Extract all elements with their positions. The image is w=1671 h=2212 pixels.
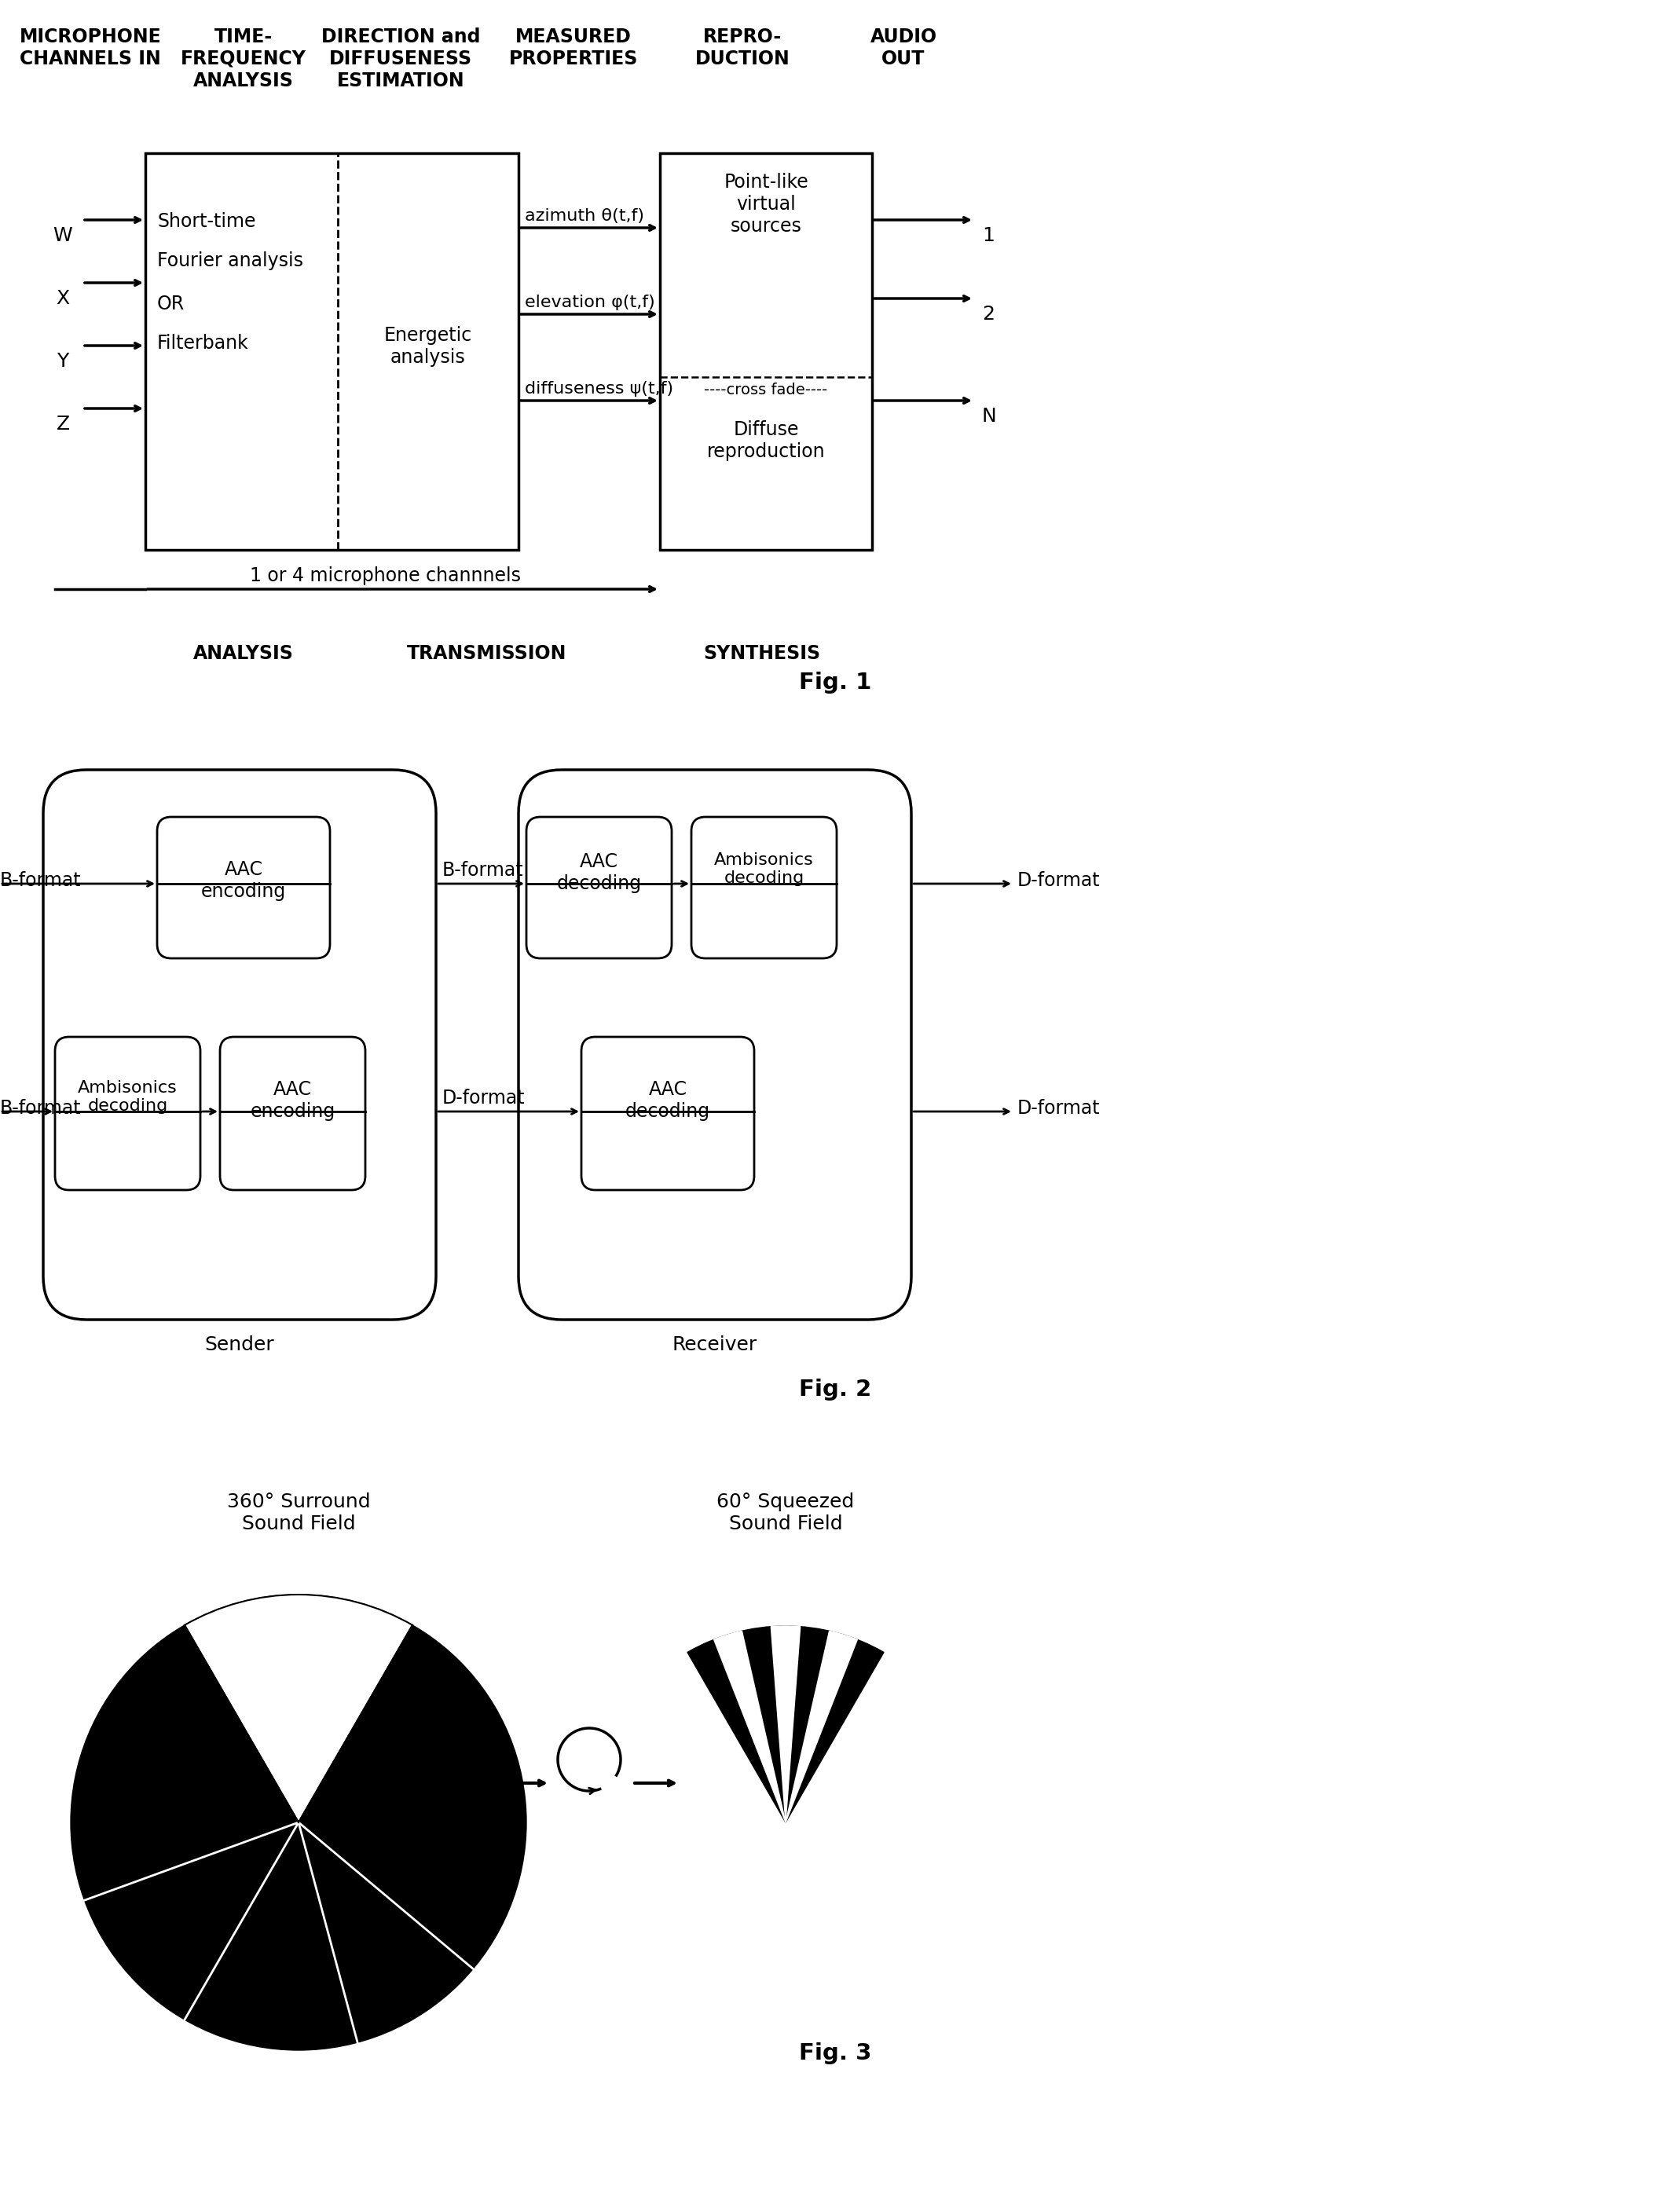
Text: B-format: B-format (443, 860, 523, 880)
Text: Ambisonics
decoding: Ambisonics decoding (79, 1079, 177, 1115)
Text: D-format: D-format (443, 1088, 525, 1108)
Text: Fig. 1: Fig. 1 (799, 672, 872, 695)
Text: Diffuse
reproduction: Diffuse reproduction (707, 420, 825, 460)
FancyBboxPatch shape (43, 770, 436, 1321)
Text: Energetic
analysis: Energetic analysis (384, 325, 473, 367)
Text: B-format: B-format (0, 872, 82, 889)
Text: Ambisonics
decoding: Ambisonics decoding (714, 852, 814, 887)
Text: DIRECTION and
DIFFUSENESS
ESTIMATION: DIRECTION and DIFFUSENESS ESTIMATION (321, 27, 480, 91)
Text: ----cross fade----: ----cross fade---- (703, 383, 827, 398)
Text: MICROPHONE
CHANNELS IN: MICROPHONE CHANNELS IN (20, 27, 162, 69)
Wedge shape (184, 1595, 413, 1823)
Text: Fig. 3: Fig. 3 (799, 2042, 872, 2064)
Text: 1: 1 (983, 226, 994, 246)
FancyBboxPatch shape (518, 770, 911, 1321)
Text: OR: OR (157, 294, 185, 314)
Text: AAC
encoding: AAC encoding (201, 860, 286, 900)
Text: 360° Surround
Sound Field: 360° Surround Sound Field (227, 1493, 371, 1533)
FancyBboxPatch shape (221, 1037, 366, 1190)
Text: 2: 2 (983, 305, 994, 323)
Text: TIME-
FREQUENCY
ANALYSIS: TIME- FREQUENCY ANALYSIS (180, 27, 306, 91)
FancyBboxPatch shape (526, 816, 672, 958)
Text: SYNTHESIS: SYNTHESIS (703, 644, 820, 664)
Wedge shape (785, 1630, 857, 1823)
Text: REPRO-
DUCTION: REPRO- DUCTION (695, 27, 790, 69)
Text: AAC
encoding: AAC encoding (251, 1079, 336, 1121)
Text: Y: Y (57, 352, 69, 372)
FancyBboxPatch shape (55, 1037, 201, 1190)
Text: Z: Z (57, 416, 70, 434)
Circle shape (70, 1595, 526, 2051)
FancyBboxPatch shape (582, 1037, 754, 1190)
Text: Filterbank: Filterbank (157, 334, 249, 352)
Text: AAC
decoding: AAC decoding (625, 1079, 710, 1121)
Text: Sender: Sender (206, 1336, 274, 1354)
Bar (660, 153, 872, 551)
Text: elevation φ(t,f): elevation φ(t,f) (525, 294, 655, 310)
Text: 60° Squeezed
Sound Field: 60° Squeezed Sound Field (717, 1493, 854, 1533)
Text: X: X (57, 290, 70, 307)
Text: 1 or 4 microphone channnels: 1 or 4 microphone channnels (249, 566, 520, 586)
Text: N: N (983, 407, 996, 425)
Bar (145, 153, 518, 551)
Text: Short-time: Short-time (157, 212, 256, 230)
FancyBboxPatch shape (157, 816, 329, 958)
Text: TRANSMISSION: TRANSMISSION (408, 644, 566, 664)
Text: B-format: B-format (0, 1099, 82, 1117)
Text: Receiver: Receiver (672, 1336, 757, 1354)
Text: W: W (53, 226, 72, 246)
Text: azimuth θ(t,f): azimuth θ(t,f) (525, 208, 645, 223)
Text: AUDIO
OUT: AUDIO OUT (871, 27, 937, 69)
Text: ANALYSIS: ANALYSIS (194, 644, 294, 664)
Text: D-format: D-format (1018, 872, 1100, 889)
Text: Fig. 2: Fig. 2 (799, 1378, 872, 1400)
FancyBboxPatch shape (692, 816, 837, 958)
Text: Point-like
virtual
sources: Point-like virtual sources (724, 173, 809, 234)
Text: Fourier analysis: Fourier analysis (157, 252, 302, 270)
Text: D-format: D-format (1018, 1099, 1100, 1117)
Text: AAC
decoding: AAC decoding (556, 852, 642, 894)
Wedge shape (714, 1630, 785, 1823)
Text: MEASURED
PROPERTIES: MEASURED PROPERTIES (510, 27, 638, 69)
Text: diffuseness ψ(t,f): diffuseness ψ(t,f) (525, 380, 673, 396)
Wedge shape (770, 1626, 800, 1823)
Wedge shape (687, 1626, 884, 1823)
